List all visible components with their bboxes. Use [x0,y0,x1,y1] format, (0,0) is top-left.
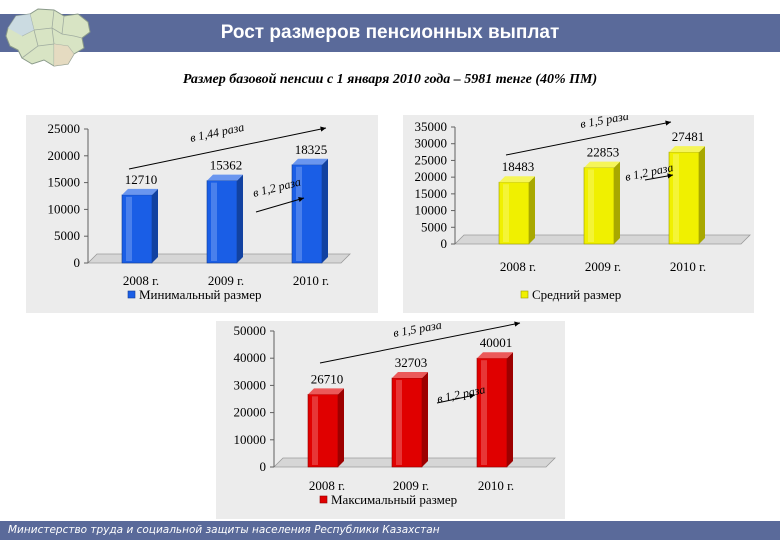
chart-min-y-tick-label: 5000 [54,228,80,243]
chart-max-category-label: 2008 г. [309,478,345,493]
chart-avg-bar [668,146,705,245]
chart-avg-y-tick-label: 5000 [421,219,447,234]
kazakhstan-map-icon [5,8,91,67]
chart-min-panel: 0 5000 10000 15000 20000 25000 12710 2008 г. 153… [26,115,378,313]
chart-max-growth-arrow [436,393,476,404]
chart-avg-growth-arrow [505,120,672,156]
chart-min-growth-arrow [255,197,305,213]
chart-avg-growth-arrow [644,173,674,181]
chart-avg-y-tick-label: 10000 [415,203,448,218]
chart-avg-category-label: 2009 г. [585,259,621,274]
chart-max-bar [307,388,344,468]
footer-bar: Министерство труда и социальной защиты н… [0,521,780,540]
subtitle: Размер базовой пенсии с 1 января 2010 го… [182,72,598,87]
chart-min-growth-arrow [128,126,327,170]
chart-min-value-label: 15362 [210,158,243,173]
chart-max-y-tick-label: 30000 [234,377,267,392]
chart-min-y-tick-label: 10000 [48,201,81,216]
chart-avg-y-tick-label: 30000 [415,136,448,151]
header-bar: Рост размеров пенсионных выплат [0,14,780,52]
chart-min-y-tick-label: 20000 [48,148,81,163]
page-title: Рост размеров пенсионных выплат [220,22,560,43]
chart-max-growth-arrow [319,321,521,364]
chart-avg-y-tick-label: 0 [441,236,448,251]
chart-avg-legend-swatch [520,290,529,299]
chart-avg-category-label: 2008 г. [500,259,536,274]
chart-min-category-label: 2009 г. [208,273,244,288]
chart-max-value-label: 26710 [311,371,344,386]
chart-avg-bar [583,161,620,245]
chart-avg-value-label: 22853 [587,145,620,160]
chart-min-bar [206,174,243,264]
chart-min-value-label: 18325 [295,142,328,157]
chart-max-bar [391,372,428,468]
chart-avg-legend-label: Средний размер [532,287,621,302]
chart-min-y-tick-label: 15000 [48,175,81,190]
chart-max-legend-swatch [319,495,328,504]
chart-min: 0 5000 10000 15000 20000 25000 12710 2008 г. 153… [26,115,378,313]
chart-max-legend-label: Максимальный размер [331,492,457,507]
chart-min-category-label: 2010 г. [293,273,329,288]
chart-max-category-label: 2009 г. [393,478,429,493]
chart-max-y-tick-label: 20000 [234,405,267,420]
chart-max: 0 10000 20000 30000 40000 50000 26710 2008 г. 32… [216,321,565,519]
chart-avg-y-tick-label: 20000 [415,169,448,184]
chart-max-panel: 0 10000 20000 30000 40000 50000 26710 2008 г. 32… [216,321,565,519]
chart-min-y-tick-label: 0 [74,255,81,270]
chart-max-value-label: 32703 [395,355,428,370]
chart-max-y-tick-label: 40000 [234,350,267,365]
chart-min-bar [121,188,158,264]
chart-avg-y-tick-label: 35000 [415,119,448,134]
chart-max-y-tick-label: 50000 [234,323,267,338]
chart-avg-y-tick-label: 15000 [415,186,448,201]
chart-avg-bar [498,176,535,245]
chart-min-value-label: 12710 [125,172,158,187]
chart-avg-y-tick-label: 25000 [415,152,448,167]
chart-min-y-tick-label: 25000 [48,121,81,136]
chart-max-category-label: 2010 г. [478,478,514,493]
chart-max-bar [476,352,513,468]
chart-min-category-label: 2008 г. [123,273,159,288]
chart-avg-value-label: 27481 [672,129,705,144]
chart-max-y-tick-label: 0 [260,459,267,474]
chart-min-legend-label: Минимальный размер [139,287,261,302]
chart-min-legend-swatch [127,290,136,299]
chart-max-value-label: 40001 [480,335,513,350]
chart-avg-value-label: 18483 [502,159,535,174]
chart-avg-category-label: 2010 г. [670,259,706,274]
footer-text: Министерство труда и социальной защиты н… [8,524,440,536]
chart-min-bar [291,158,328,264]
chart-avg-panel: 0 5000 10000 15000 20000 25000 30000 35000 18483… [403,115,754,313]
chart-max-y-tick-label: 10000 [234,432,267,447]
